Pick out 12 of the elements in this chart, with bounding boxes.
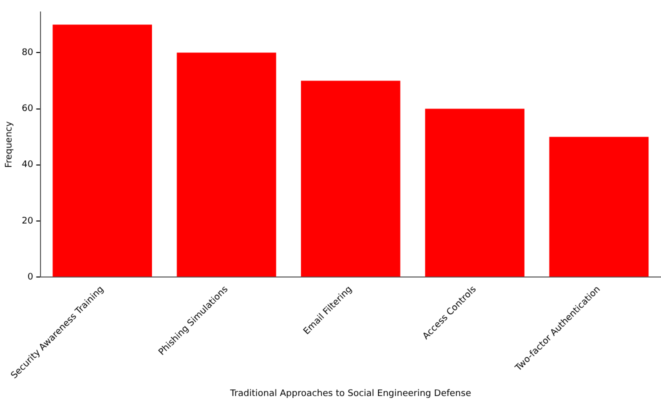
y-axis-title: Frequency (4, 120, 15, 168)
bar (549, 136, 649, 277)
y-tick-label: 0 (28, 272, 34, 282)
bar (52, 24, 152, 277)
bar (176, 52, 276, 277)
y-tick-label: 80 (22, 48, 34, 58)
y-tick-label: 60 (22, 104, 34, 114)
x-axis-title: Traditional Approaches to Social Engineering Defense (229, 388, 472, 399)
bar (300, 80, 400, 277)
y-tick-label: 40 (22, 160, 34, 170)
bar (425, 108, 524, 277)
y-tick-label: 20 (22, 216, 34, 226)
